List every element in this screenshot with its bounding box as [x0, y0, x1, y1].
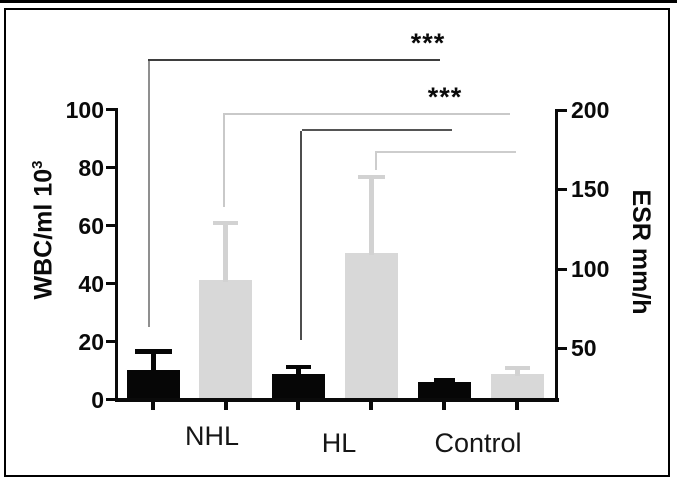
left-axis-label-20: 20	[78, 329, 104, 355]
right-axis-tick-100	[558, 268, 567, 271]
right-axis-tick-200	[558, 109, 567, 112]
error-bar-control-wbc	[434, 377, 455, 384]
significance-connector-3	[300, 131, 302, 340]
x-axis-tick-hl-esr	[369, 402, 373, 410]
category-label-nhl: NHL	[184, 421, 239, 451]
right-axis-tick-150	[558, 188, 567, 191]
error-bar-stem	[515, 365, 520, 376]
left-axis-label-40: 40	[78, 271, 104, 297]
right-axis-label-50: 50	[571, 335, 597, 361]
error-bar-nhl-esr	[213, 220, 238, 282]
error-bar-cap	[434, 377, 455, 382]
right-axis-tick-50	[558, 347, 567, 350]
category-label-control: Control	[434, 428, 522, 458]
y-axis-left-title: WBC/ml 103	[21, 110, 58, 350]
x-axis-tick-control-esr	[515, 402, 519, 410]
left-axis-tick-100	[106, 108, 115, 111]
category-label-hl: HL	[321, 428, 357, 458]
left-axis-tick-60	[106, 224, 115, 227]
error-bar-cap	[358, 174, 385, 179]
significance-line-3	[302, 129, 452, 131]
significance-line-4	[375, 151, 516, 153]
significance-connector-2	[223, 115, 225, 207]
y-axis-right-line	[555, 109, 558, 402]
right-axis-label-100: 100	[571, 256, 610, 282]
y-axis-right-title: ESR mm/h	[627, 189, 655, 315]
left-axis-label-0: 0	[91, 387, 104, 413]
top-edge-line	[0, 0, 677, 3]
y-axis-left-title-superscript: 3	[29, 160, 46, 169]
significance-stars-2: ***	[427, 82, 463, 112]
left-axis-tick-0	[106, 398, 115, 401]
left-axis-tick-40	[106, 282, 115, 285]
error-bar-stem	[151, 349, 156, 372]
left-axis-tick-20	[106, 340, 115, 343]
y-axis-left-line	[115, 108, 118, 402]
error-bar-cap	[286, 365, 311, 370]
significance-connector-4	[375, 153, 377, 170]
right-axis-label-150: 150	[571, 176, 610, 202]
error-bar-stem	[223, 220, 228, 282]
error-bar-cap	[213, 220, 238, 225]
bar-hl-esr	[345, 252, 398, 400]
error-bar-stem	[296, 365, 301, 376]
left-axis-label-100: 100	[65, 97, 104, 123]
x-axis-tick-hl-wbc	[296, 402, 300, 410]
error-bar-stem	[369, 174, 374, 255]
left-axis-tick-80	[106, 166, 115, 169]
error-bar-nhl-wbc	[135, 349, 172, 372]
bar-control-wbc	[418, 382, 471, 400]
significance-connector-1	[148, 61, 150, 327]
bar-nhl-wbc	[127, 369, 180, 400]
figure-border	[4, 8, 670, 477]
significance-line-2	[223, 113, 510, 115]
bar-nhl-esr	[199, 279, 252, 400]
significance-line-1	[148, 59, 440, 61]
error-bar-hl-wbc	[286, 365, 311, 376]
error-bar-cap	[135, 349, 172, 355]
right-axis-label-200: 200	[571, 97, 610, 123]
significance-stars-1: ***	[410, 28, 446, 58]
bar-hl-wbc	[272, 373, 325, 400]
error-bar-control-esr	[505, 365, 530, 376]
error-bar-cap	[505, 365, 530, 370]
x-axis-line	[115, 398, 559, 402]
bar-control-esr	[491, 373, 544, 400]
error-bar-hl-esr	[358, 174, 385, 255]
x-axis-tick-control-wbc	[442, 402, 446, 410]
x-axis-tick-nhl-wbc	[151, 402, 155, 410]
left-axis-label-60: 60	[78, 213, 104, 239]
x-axis-tick-nhl-esr	[224, 402, 228, 410]
y-axis-left-title-text: WBC/ml 10	[29, 168, 58, 300]
left-axis-label-80: 80	[78, 155, 104, 181]
